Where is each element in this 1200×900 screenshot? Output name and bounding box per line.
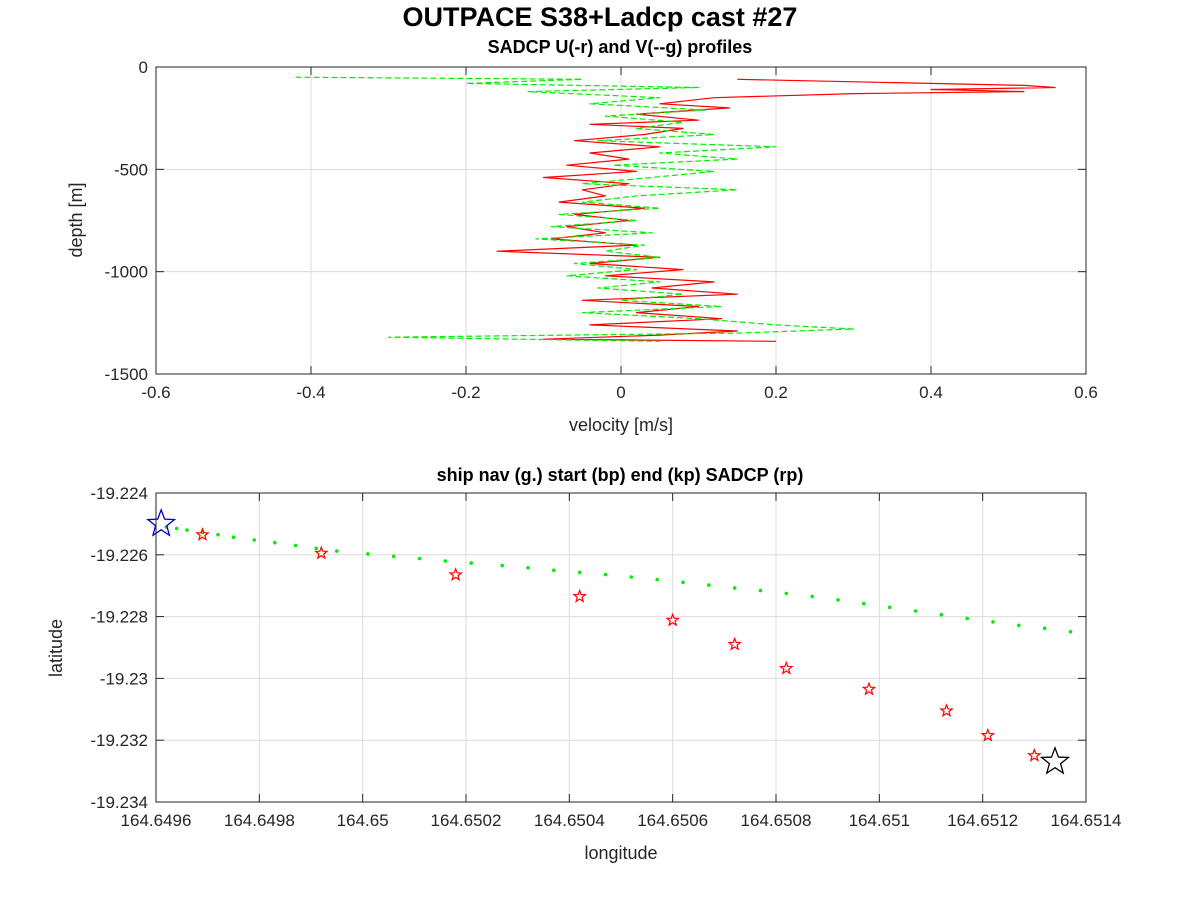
nav-plot-frame	[155, 492, 1087, 803]
velocity-y-tick-label: -1500	[105, 365, 148, 384]
nav-x-tick-label: 164.6498	[224, 811, 295, 830]
nav-x-tick-label: 164.6496	[121, 811, 192, 830]
nav-x-tick-label: 164.651	[849, 811, 910, 830]
nav-x-tick-label: 164.65	[337, 811, 389, 830]
ship-nav-point	[629, 575, 634, 579]
ship-nav-point	[784, 591, 789, 596]
ship-nav-point	[366, 552, 370, 556]
sadcp-star-marker	[665, 612, 680, 627]
sadcp-star-marker	[448, 567, 464, 582]
ship-nav-panel: ship nav (g.) start (bp) end (kp) SADCP …	[46, 465, 1121, 863]
ship-nav-point	[216, 532, 220, 537]
v-velocity-line	[295, 76, 855, 342]
u-velocity-line	[496, 78, 1056, 342]
velocity-x-tick-label: 0.6	[1074, 383, 1098, 402]
velocity-profile-panel: SADCP U(-r) and V(--g) profiles -0.6 -0.4…	[66, 37, 1098, 435]
velocity-x-tick-label: -0.4	[296, 383, 325, 402]
sadcp-star-marker	[313, 545, 329, 560]
velocity-x-tick-label: 0.2	[764, 383, 788, 402]
ship-nav-point	[293, 543, 298, 548]
velocity-gridlines	[156, 67, 1086, 374]
ship-nav-point	[913, 609, 918, 613]
nav-y-axis-label: latitude	[46, 619, 66, 677]
nav-y-tick-label: -19.232	[90, 731, 148, 750]
velocity-x-tick-label: -0.2	[451, 383, 480, 402]
end-star-marker	[1039, 745, 1071, 775]
ship-nav-point	[469, 561, 474, 565]
sadcp-star-marker	[572, 588, 588, 603]
ship-nav-point	[939, 612, 944, 617]
sadcp-star-marker	[939, 703, 954, 718]
sadcp-star-marker	[861, 681, 877, 696]
nav-axis-ticks: 164.6496 164.6498 164.65 164.6502 164.6504 16…	[90, 484, 1121, 830]
ship-nav-point	[655, 577, 659, 582]
ship-nav-point	[185, 528, 189, 532]
nav-x-tick-label: 164.6504	[534, 811, 605, 830]
sadcp-star-marker	[1027, 747, 1042, 762]
ship-nav-point	[681, 580, 685, 585]
velocity-x-tick-label: -0.6	[141, 383, 170, 402]
nav-marker-layer	[146, 508, 1073, 775]
nav-y-tick-label: -19.228	[90, 608, 148, 627]
velocity-y-tick-label: -1000	[105, 263, 148, 282]
ship-nav-point	[810, 594, 814, 599]
ship-nav-point	[603, 572, 608, 577]
nav-x-tick-label: 164.6508	[741, 811, 812, 830]
ship-nav-point	[526, 566, 530, 570]
sadcp-star-marker	[980, 727, 996, 742]
nav-x-axis-label: longitude	[584, 843, 657, 863]
nav-x-tick-label: 164.6506	[637, 811, 708, 830]
velocity-y-tick-label: 0	[139, 58, 148, 77]
ship-nav-point	[1042, 626, 1047, 631]
ship-nav-point	[1068, 629, 1073, 634]
ship-nav-point	[273, 540, 277, 545]
ship-nav-point	[836, 598, 840, 602]
ship-nav-point	[887, 605, 892, 610]
nav-y-tick-label: -19.23	[100, 669, 148, 688]
ship-nav-point	[174, 526, 179, 531]
ship-nav-point	[231, 535, 236, 539]
start-star-marker	[146, 508, 177, 537]
nav-y-tick-label: -19.224	[90, 484, 148, 503]
ship-nav-point	[862, 601, 866, 606]
ship-nav-point	[965, 616, 969, 621]
nav-y-tick-label: -19.226	[90, 546, 148, 565]
ship-nav-point	[991, 620, 995, 624]
velocity-axis-ticks: -0.6 -0.4 -0.2 0 0.2 0.4 0.6 0 -500 -1000 -1500	[105, 58, 1098, 402]
ship-nav-point	[552, 568, 556, 573]
velocity-x-axis-label: velocity [m/s]	[569, 415, 673, 435]
figure-suptitle: OUTPACE S38+Ladcp cast #27	[403, 2, 798, 32]
ship-nav-point	[707, 583, 711, 587]
ship-nav-point	[417, 556, 422, 561]
nav-panel-title: ship nav (g.) start (bp) end (kp) SADCP …	[437, 465, 804, 485]
velocity-panel-title: SADCP U(-r) and V(--g) profiles	[488, 37, 753, 57]
velocity-x-tick-label: 0	[616, 383, 625, 402]
ship-nav-point	[577, 570, 582, 575]
sadcp-star-marker	[727, 636, 742, 651]
ship-nav-point	[335, 549, 339, 553]
nav-x-tick-label: 164.6512	[947, 811, 1018, 830]
ship-nav-point	[758, 588, 763, 593]
ship-nav-point	[500, 563, 505, 568]
nav-y-tick-label: -19.234	[90, 793, 148, 812]
nav-plot-area	[155, 492, 1087, 803]
sadcp-star-marker	[195, 526, 210, 541]
velocity-series-layer	[295, 76, 1056, 342]
velocity-y-axis-label: depth [m]	[66, 182, 86, 257]
nav-x-tick-label: 164.6514	[1051, 811, 1122, 830]
velocity-x-tick-label: 0.4	[919, 383, 943, 402]
sadcp-star-marker	[779, 660, 794, 675]
nav-x-tick-label: 164.6502	[431, 811, 502, 830]
ship-nav-point	[314, 546, 319, 551]
ship-nav-point	[391, 554, 396, 559]
ship-nav-point	[252, 538, 256, 542]
ship-nav-point	[1017, 623, 1021, 628]
ship-nav-point	[732, 586, 737, 590]
nav-gridlines	[156, 493, 1086, 802]
ship-nav-point	[443, 559, 448, 563]
velocity-y-tick-label: -500	[114, 160, 148, 179]
